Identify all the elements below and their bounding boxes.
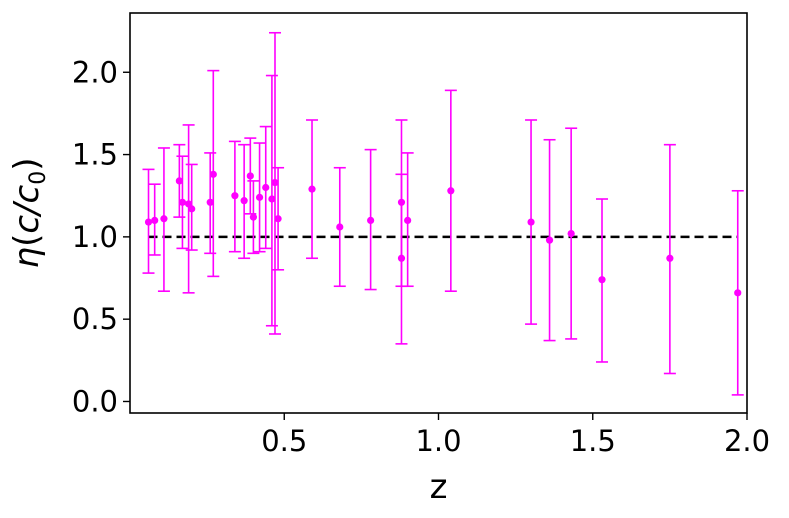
data-point-1 xyxy=(148,183,161,256)
y-tick-label: 0.0 xyxy=(72,384,118,418)
marker xyxy=(240,197,248,205)
data-point-19 xyxy=(333,166,346,288)
marker xyxy=(246,172,254,180)
y-label-c0: c xyxy=(7,184,47,203)
marker xyxy=(274,215,282,223)
data-point-29 xyxy=(663,143,676,375)
data-point-30 xyxy=(731,189,744,396)
marker xyxy=(206,198,214,206)
marker xyxy=(545,236,554,244)
data-point-10 xyxy=(238,143,251,260)
x-tick-label: 0.5 xyxy=(261,424,307,458)
data-point-16 xyxy=(268,31,281,335)
data-point-17 xyxy=(272,166,285,271)
data-point-11 xyxy=(244,137,257,215)
x-tick-label: 1.5 xyxy=(570,424,616,458)
data-point-26 xyxy=(543,138,556,342)
data-point-15 xyxy=(265,74,278,327)
marker xyxy=(598,276,606,284)
marker xyxy=(178,198,187,206)
plot-area xyxy=(142,31,744,396)
marker xyxy=(336,223,344,231)
y-tick-label: 1.5 xyxy=(72,138,118,172)
marker xyxy=(255,193,264,201)
y-label-c: c xyxy=(7,215,47,234)
y-axis-label: η(c/c0) xyxy=(7,158,51,269)
marker xyxy=(527,218,535,226)
x-tick-label: 2.0 xyxy=(724,424,770,458)
data-point-25 xyxy=(525,119,538,325)
marker xyxy=(249,213,257,221)
marker xyxy=(175,177,183,185)
marker xyxy=(567,229,575,238)
marker xyxy=(231,192,239,200)
marker xyxy=(209,170,217,178)
y-label-slash: / xyxy=(7,200,47,218)
marker xyxy=(160,215,168,223)
y-label-close: ) xyxy=(7,158,47,171)
marker xyxy=(188,205,196,213)
marker xyxy=(447,187,455,195)
marker xyxy=(144,218,153,226)
marker xyxy=(271,178,279,187)
data-point-8 xyxy=(207,69,220,278)
x-axis-label: z xyxy=(430,467,448,507)
y-tick-label: 2.0 xyxy=(72,55,118,89)
x-axis: 0.5 1.0 1.5 2.0 xyxy=(261,413,770,458)
plot-frame xyxy=(129,12,748,414)
data-point-7 xyxy=(204,152,217,255)
data-point-22 xyxy=(395,173,408,345)
y-tick-label: 1.0 xyxy=(72,220,118,254)
y-label-open: ( xyxy=(7,234,47,247)
marker xyxy=(268,195,276,203)
data-point-23 xyxy=(401,152,414,288)
x-tick-label: 1.0 xyxy=(415,424,461,458)
data-point-28 xyxy=(596,198,609,363)
y-tick-label: 0.5 xyxy=(72,302,118,336)
marker xyxy=(666,254,674,262)
marker xyxy=(404,216,412,225)
data-point-27 xyxy=(565,127,578,340)
data-point-20 xyxy=(364,148,377,291)
data-point-12 xyxy=(247,180,260,255)
marker xyxy=(734,289,742,297)
data-point-6 xyxy=(185,163,198,251)
data-point-2 xyxy=(157,147,170,292)
marker xyxy=(397,254,406,262)
marker xyxy=(151,216,159,225)
data-point-4 xyxy=(176,155,189,250)
y-label-eta: η xyxy=(7,247,47,269)
marker xyxy=(367,216,375,225)
data-point-9 xyxy=(228,140,241,253)
marker xyxy=(262,183,270,192)
marker xyxy=(308,185,316,193)
data-point-0 xyxy=(142,168,155,274)
data-point-14 xyxy=(259,125,272,250)
data-point-13 xyxy=(253,142,266,253)
data-point-24 xyxy=(444,89,457,292)
data-point-18 xyxy=(306,119,319,260)
y-axis: 0.0 0.5 1.0 1.5 2.0 xyxy=(72,55,130,418)
y-label-subscript: 0 xyxy=(26,171,51,185)
